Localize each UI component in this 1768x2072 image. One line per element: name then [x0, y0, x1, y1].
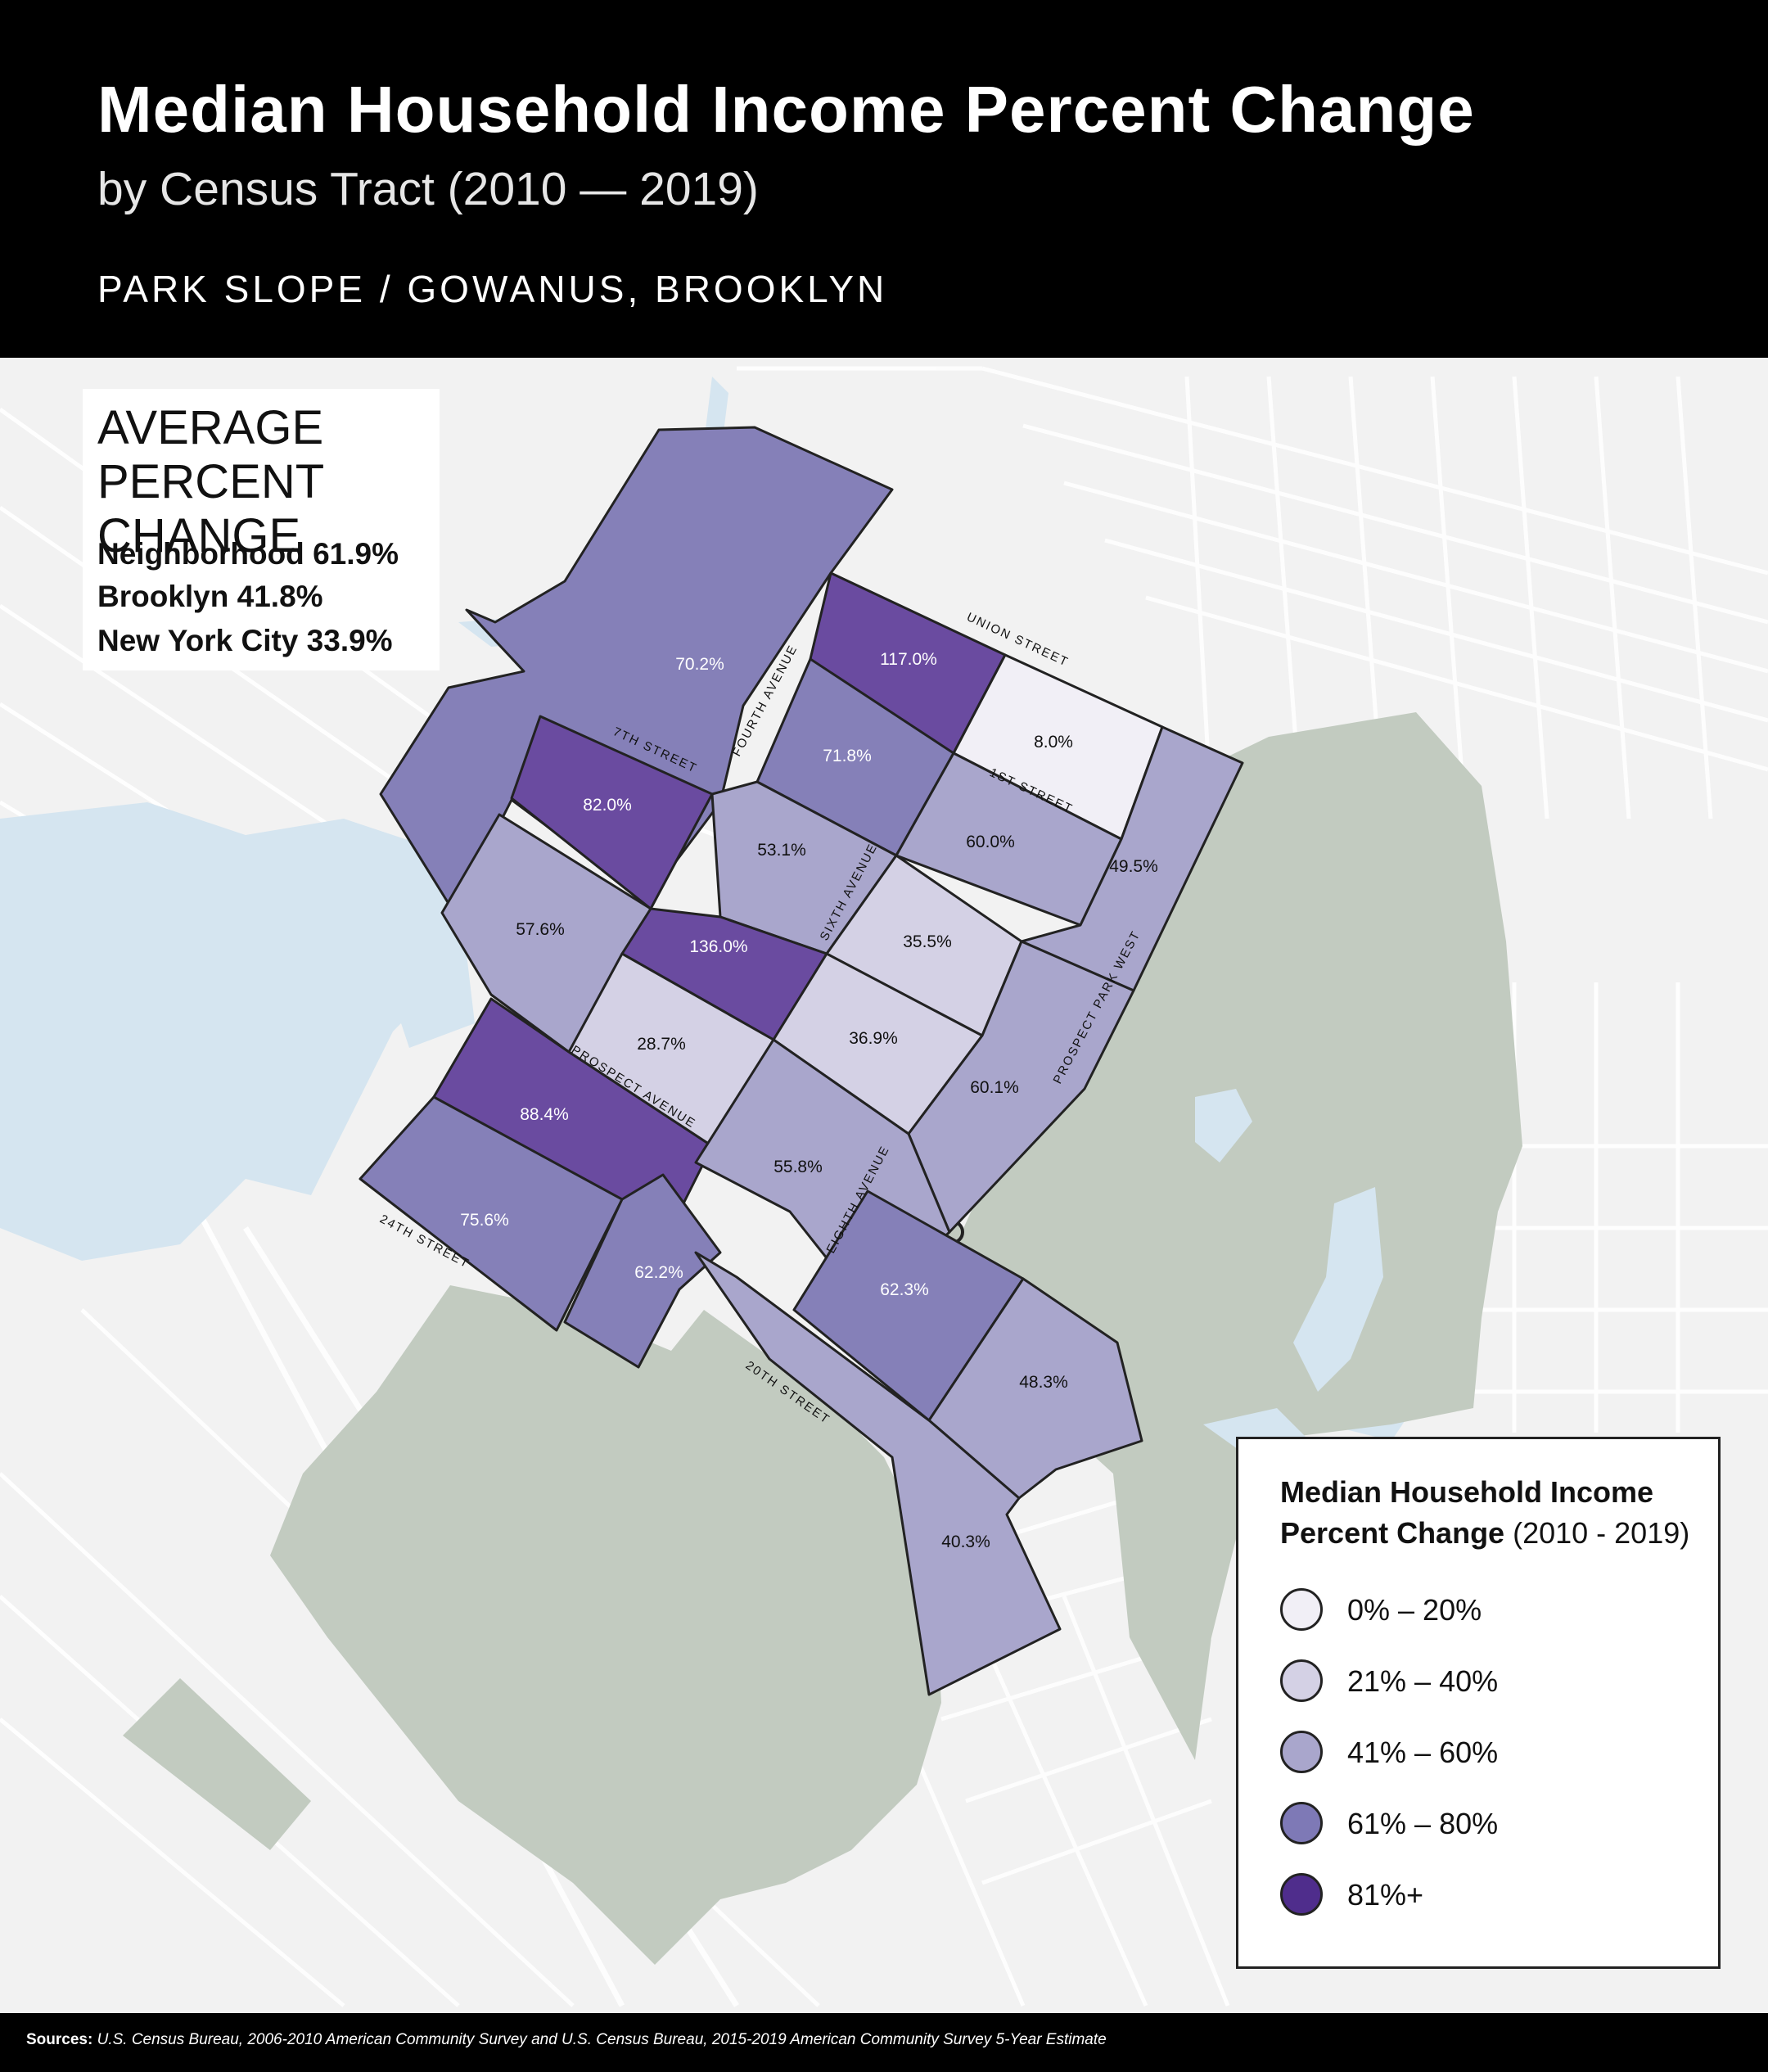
legend-swatch	[1280, 1731, 1323, 1773]
sources-label: Sources:	[26, 2031, 93, 2048]
legend-swatch	[1280, 1873, 1323, 1916]
tract-label-20: 48.3%	[1019, 1373, 1068, 1392]
legend-title-bold-1: Median Household Income	[1280, 1475, 1654, 1509]
legend: Median Household Income Percent Change (…	[1236, 1437, 1721, 1969]
average-box-title: AVERAGE PERCENT CHANGE	[97, 401, 458, 563]
tract-label-15: 88.4%	[520, 1105, 569, 1124]
average-brooklyn: Brooklyn 41.8%	[97, 580, 323, 613]
legend-title-bold-2: Percent Change	[1280, 1516, 1505, 1550]
tract-label-4: 82.0%	[583, 796, 632, 815]
tract-label-7: 49.5%	[1109, 857, 1158, 876]
tract-17	[359, 1095, 624, 1332]
green-wood-cemetery	[270, 1285, 941, 1965]
tract-label-11: 35.5%	[903, 932, 952, 951]
tract-label-1: 70.2%	[675, 655, 724, 674]
legend-label: 21% – 40%	[1347, 1664, 1499, 1698]
legend-swatch	[1280, 1588, 1323, 1631]
average-title-line-2: CHANGE	[97, 509, 301, 562]
tract-18	[563, 1173, 722, 1369]
tract-label-19: 62.3%	[880, 1280, 929, 1299]
tract-21	[694, 1251, 1062, 1696]
location-label: PARK SLOPE / GOWANUS, BROOKLYN	[97, 268, 888, 310]
legend-label: 61% – 80%	[1347, 1807, 1499, 1840]
map-canvas: 70.2% 117.0% 8.0% 82.0% 71.8% 60.0% 49.5% 53.1%…	[0, 366, 1768, 2007]
average-box-background	[83, 389, 440, 670]
census-tracts	[359, 426, 1244, 1696]
legend-title: Median Household Income Percent Change (…	[1280, 1472, 1706, 1554]
tract-1	[379, 426, 894, 914]
tract-label-14: 60.1%	[970, 1078, 1019, 1097]
legend-label: 81%+	[1347, 1878, 1424, 1912]
tract-label-3: 8.0%	[1034, 733, 1073, 752]
tract-label-16: 55.8%	[774, 1158, 823, 1176]
average-title-line-1: AVERAGE PERCENT	[97, 401, 325, 508]
tract-label-9: 57.6%	[516, 920, 565, 939]
average-nyc: New York City 33.9%	[97, 624, 393, 657]
parks	[123, 712, 1522, 1965]
tract-label-17: 75.6%	[460, 1211, 509, 1230]
tract-label-12: 28.7%	[637, 1035, 686, 1054]
small-park	[123, 1678, 311, 1850]
tract-label-13: 36.9%	[849, 1029, 898, 1048]
sources-text: Sources: U.S. Census Bureau, 2006-2010 A…	[26, 2031, 1107, 2049]
legend-title-light: (2010 - 2019)	[1504, 1516, 1690, 1550]
page-title: Median Household Income Percent Change	[97, 73, 1475, 146]
tract-label-5: 71.8%	[823, 747, 872, 765]
tract-label-2: 117.0%	[880, 650, 937, 669]
footer: Sources: U.S. Census Bureau, 2006-2010 A…	[0, 2013, 1768, 2072]
tract-label-10: 136.0%	[689, 937, 747, 956]
tract-label-21: 40.3%	[941, 1533, 990, 1551]
tract-labels: 70.2% 117.0% 8.0% 82.0% 71.8% 60.0% 49.5% 53.1%…	[460, 650, 1158, 1551]
legend-label: 41% – 60%	[1347, 1736, 1499, 1769]
sources-body: U.S. Census Bureau, 2006-2010 American C…	[92, 2031, 1107, 2048]
legend-label: 0% – 20%	[1347, 1593, 1482, 1627]
legend-swatch	[1280, 1659, 1323, 1702]
page-subtitle: by Census Tract (2010 — 2019)	[97, 163, 759, 215]
tract-label-18: 62.2%	[634, 1263, 683, 1282]
prospect-park	[941, 712, 1522, 1760]
tract-label-6: 60.0%	[966, 833, 1015, 851]
average-neighborhood: Neighborhood 61.9%	[97, 537, 399, 571]
legend-swatch	[1280, 1802, 1323, 1844]
header: Median Household Income Percent Change b…	[0, 0, 1768, 358]
tract-label-8: 53.1%	[757, 841, 806, 860]
